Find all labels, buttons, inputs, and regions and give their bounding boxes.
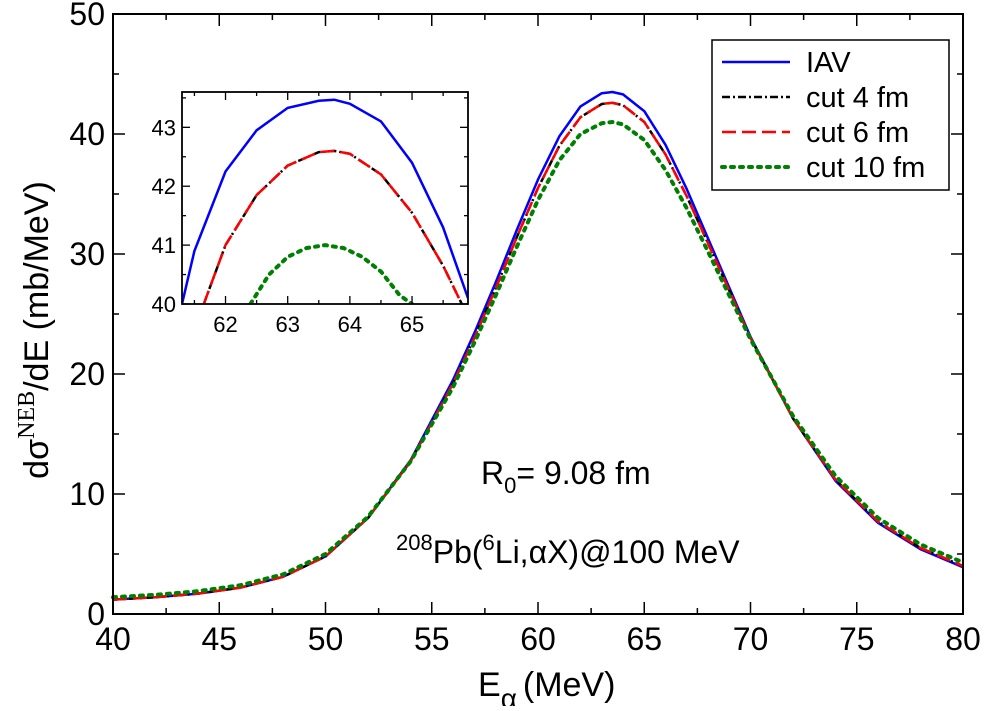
x-tick-label: 65	[626, 621, 662, 657]
x-tick-label: 60	[520, 621, 556, 657]
legend-label-cut-4-fm: cut 4 fm	[806, 82, 909, 114]
x-tick-label: 55	[414, 621, 450, 657]
y-tick-label: 50	[69, 0, 105, 32]
inset-x-tick-label: 65	[400, 312, 424, 337]
reaction-annotation: 208Pb(6Li,αX)@100 MeV	[396, 530, 740, 570]
inset-background	[182, 92, 468, 304]
y-tick-label: 0	[87, 596, 105, 632]
inset-x-tick-label: 63	[275, 312, 299, 337]
annotations: R0= 9.08 fm 208Pb(6Li,αX)@100 MeV	[396, 455, 740, 570]
x-tick-label: 70	[733, 621, 769, 657]
x-tick-label: 45	[201, 621, 237, 657]
legend-label-iav: IAV	[806, 47, 851, 79]
y-axis-label: dσNEB/dE (mb/MeV)	[14, 181, 56, 479]
plot-frame	[112, 13, 964, 615]
y-tick-label: 20	[69, 356, 105, 392]
legend-label-cut-10-fm: cut 10 fm	[806, 152, 925, 184]
y-tick-label: 10	[69, 476, 105, 512]
y-tick-label: 30	[69, 236, 105, 272]
inset-y-tick-label: 42	[152, 174, 176, 199]
inset-y-tick-label: 43	[152, 115, 176, 140]
inset-plot: 62 63 64 65 40 41 42 43	[152, 91, 469, 337]
legend-label-cut-6-fm: cut 6 fm	[806, 117, 909, 149]
inset-x-tick-label: 64	[338, 312, 362, 337]
inset-y-tick-label: 40	[152, 292, 176, 317]
main-plot: 40 45 50 55 60 65 70 75 80 0 10 20 30 40 50 Eα (MeV) dσNE…	[14, 0, 981, 711]
inset-frame	[181, 91, 469, 305]
y-tick-label: 40	[69, 116, 105, 152]
inset-series-line-cut-10-fm	[248, 243, 414, 304]
x-tick-label: 50	[308, 621, 344, 657]
x-tick-label: 80	[945, 621, 981, 657]
inset-series-line-iav	[182, 98, 468, 304]
inset-series-line-cut-6-fm	[202, 149, 463, 304]
inset-series-group	[182, 98, 468, 304]
x-tick-label: 40	[95, 621, 131, 657]
inset-x-tick-label: 62	[213, 312, 237, 337]
inset-y-tick-label: 41	[152, 233, 176, 258]
radius-annotation: R0= 9.08 fm	[481, 455, 651, 498]
x-tick-label: 75	[839, 621, 875, 657]
series-line-cut-10-fm	[111, 120, 965, 600]
x-axis-label: Eα (MeV)	[478, 666, 615, 706]
